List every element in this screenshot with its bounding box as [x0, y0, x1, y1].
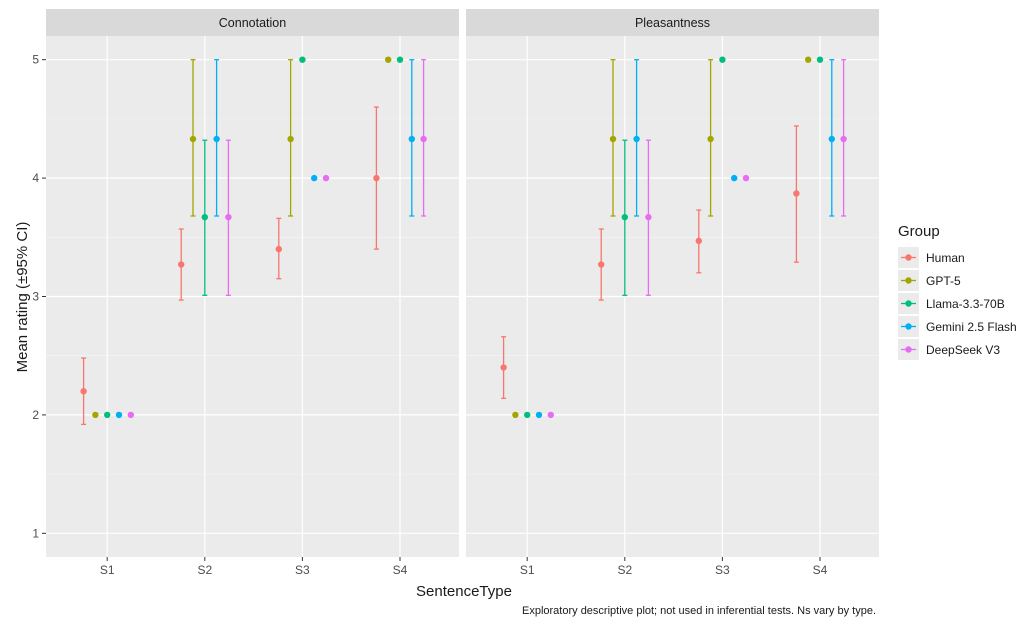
- facet-strip-label: Pleasantness: [635, 16, 710, 30]
- x-tick-label: S3: [715, 563, 730, 577]
- data-point: [500, 364, 507, 371]
- data-point: [201, 213, 208, 221]
- legend-label: Human: [926, 251, 965, 265]
- facet-strip-label: Connotation: [219, 16, 286, 30]
- series-llama-3-3-70b: [524, 56, 824, 419]
- data-point: [322, 174, 330, 182]
- legend-title: Group: [898, 223, 940, 240]
- legend-item: Human: [898, 247, 965, 268]
- legend-item: Llama-3.3-70B: [898, 293, 1005, 314]
- data-point: [385, 56, 392, 63]
- data-point: [840, 135, 847, 143]
- data-point: [311, 174, 318, 182]
- data-point: [420, 135, 427, 143]
- y-tick-label: 1: [32, 526, 39, 540]
- data-point: [742, 174, 750, 182]
- legend-label: DeepSeek V3: [926, 343, 1000, 357]
- data-point: [535, 411, 543, 419]
- series-deepseek-v3: [547, 59, 847, 419]
- data-point: [127, 411, 134, 419]
- plot-caption: Exploratory descriptive plot; not used i…: [522, 605, 876, 617]
- facet-strip: [466, 9, 879, 36]
- x-tick-label: S4: [393, 563, 408, 577]
- y-axis: 1 2 3 4 5: [32, 53, 46, 540]
- y-tick-label: 5: [32, 53, 39, 67]
- legend-label: GPT-5: [926, 274, 961, 288]
- data-point: [621, 213, 628, 221]
- series-deepseek-v3: [127, 59, 427, 419]
- legend-keys: Human GPT-5 Llama-3.3-70B Gemini 2.5 Flash D…: [898, 247, 1017, 360]
- data-point: [816, 56, 824, 63]
- data-point: [828, 135, 835, 143]
- data-point: [115, 411, 123, 419]
- data-point: [731, 174, 738, 182]
- data-point: [547, 411, 554, 419]
- legend-item: Gemini 2.5 Flash: [898, 316, 1017, 337]
- data-point: [225, 213, 232, 221]
- data-point: [299, 56, 306, 63]
- data-point: [373, 174, 380, 182]
- series-human: [80, 106, 380, 426]
- series-llama-3-3-70b: [104, 56, 404, 419]
- data-point: [633, 135, 640, 143]
- data-point: [408, 135, 415, 143]
- data-point: [213, 135, 220, 143]
- data-point: [719, 56, 726, 63]
- x-tick-label: S2: [197, 563, 212, 577]
- y-tick-label: 2: [32, 408, 39, 422]
- data-point: [512, 411, 519, 419]
- facet-strip: [46, 9, 459, 36]
- facet-panel: Pleasantness S1 S2 S3 S4: [466, 9, 879, 577]
- legend: Group Human GPT-5 Llama-3.3-70B Gemini 2.5 …: [898, 223, 1017, 360]
- legend-label: Gemini 2.5 Flash: [926, 320, 1017, 334]
- series-gpt-5: [92, 56, 392, 419]
- x-tick-label: S3: [295, 563, 310, 577]
- y-axis-title: Mean rating (±95% CI): [14, 222, 31, 373]
- data-point: [80, 388, 87, 395]
- series-gemini-2-5-flash: [115, 59, 415, 419]
- x-tick-label: S1: [520, 563, 535, 577]
- data-point: [287, 135, 294, 143]
- y-tick-label: 3: [32, 290, 39, 304]
- facet-panel: Connotation S1 S2 S3 S4: [46, 9, 459, 577]
- legend-key-point: [905, 254, 912, 261]
- data-point: [275, 245, 282, 253]
- data-point: [524, 411, 531, 419]
- legend-key-point: [905, 277, 912, 284]
- series-gemini-2-5-flash: [535, 59, 835, 419]
- data-point: [189, 135, 197, 143]
- data-point: [609, 135, 617, 143]
- data-point: [104, 411, 111, 419]
- legend-key-point: [905, 300, 912, 307]
- y-tick-label: 4: [32, 171, 39, 185]
- x-tick-label: S4: [813, 563, 828, 577]
- data-point: [92, 411, 99, 419]
- data-point: [178, 261, 185, 268]
- legend-key-point: [905, 346, 912, 353]
- x-tick-label: S1: [100, 563, 115, 577]
- data-point: [805, 56, 812, 63]
- data-point: [793, 190, 800, 197]
- data-point: [645, 213, 652, 221]
- legend-item: GPT-5: [898, 270, 961, 291]
- legend-key-point: [905, 323, 912, 330]
- data-point: [598, 261, 605, 268]
- x-tick-label: S2: [617, 563, 632, 577]
- series-gpt-5: [512, 56, 812, 419]
- facet-panels: Connotation S1 S2 S3 S4 Pleasantness S1 S2 S3 S4: [46, 9, 879, 577]
- data-point: [396, 56, 404, 63]
- data-point: [707, 135, 714, 143]
- x-axis-title: SentenceType: [416, 583, 512, 600]
- series-human: [500, 125, 800, 399]
- legend-item: DeepSeek V3: [898, 339, 1000, 360]
- data-point: [695, 237, 702, 245]
- legend-label: Llama-3.3-70B: [926, 297, 1005, 311]
